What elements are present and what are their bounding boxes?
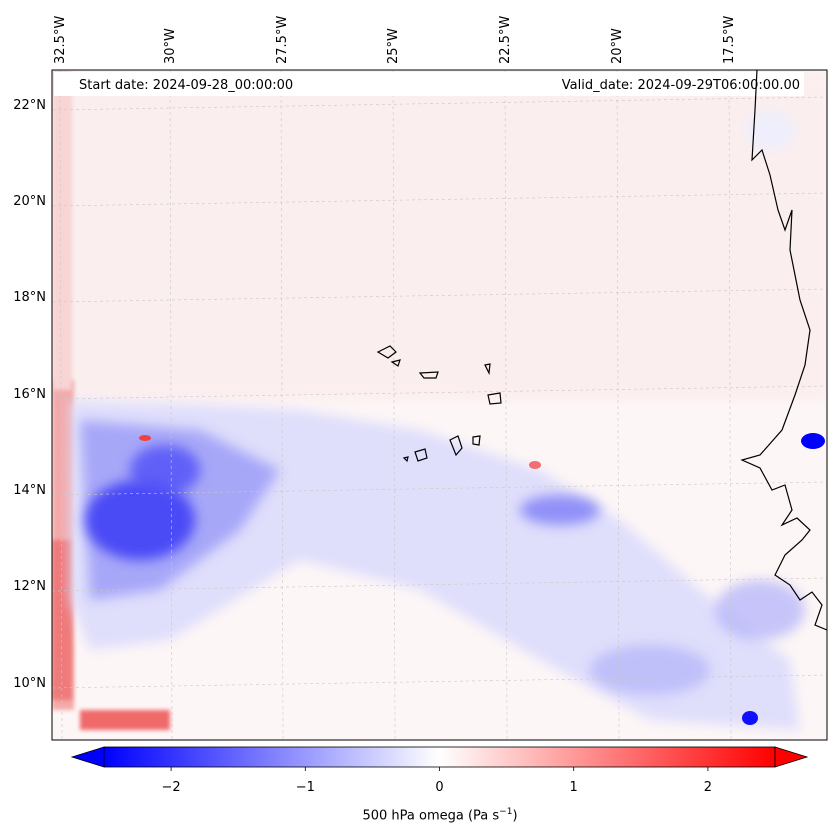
lon-label-32-5w: 32.5°W [53, 15, 68, 64]
gridlines [52, 70, 827, 740]
lat-label-22n: 22°N [13, 98, 46, 113]
colorbar-label-suffix: ) [512, 808, 518, 824]
cape-verde-islands [376, 345, 502, 463]
lon-label-20w: 20°W [610, 28, 625, 64]
colorbar-tick-label: 2 [703, 780, 713, 795]
lat-label-18n: 18°N [13, 290, 46, 305]
colorbar-tick-label: −1 [295, 780, 315, 795]
colorbar-body [103, 746, 776, 768]
colorbar-ticks [170, 767, 709, 771]
header-band [54, 72, 804, 96]
coastline [740, 70, 827, 631]
colorbar-label-exponent: −1 [499, 807, 513, 817]
lat-label-16n: 16°N [13, 387, 46, 402]
colorbar [70, 746, 809, 771]
colorbar-label-prefix: 500 hPa omega (Pa s [362, 808, 500, 824]
start-date-label: Start date: 2024-09-28_00:00:00 [79, 78, 294, 93]
colorbar-label: 500 hPa omega (Pa s−1) [362, 807, 517, 823]
lon-label-17-5w: 17.5°W [722, 15, 737, 64]
omega-field [52, 70, 827, 740]
colorbar-extend-max [774, 746, 809, 768]
colorbar-tick-label: 1 [569, 780, 578, 795]
lon-label-30w: 30°W [163, 28, 178, 64]
lon-label-25w: 25°W [386, 28, 401, 64]
map-frame [51, 69, 828, 741]
lon-label-27-5w: 27.5°W [275, 15, 290, 64]
colorbar-extend-min [70, 746, 105, 768]
lon-label-22-5w: 22.5°W [498, 15, 513, 64]
lat-label-12n: 12°N [13, 579, 46, 594]
colorbar-tick-label: 0 [435, 780, 444, 795]
valid-date-label: Valid_date: 2024-09-29T06:00:00.00 [561, 78, 800, 93]
lat-label-10n: 10°N [13, 676, 46, 691]
lat-label-20n: 20°N [13, 194, 46, 209]
lat-label-14n: 14°N [13, 483, 46, 498]
colorbar-tick-label: −2 [161, 780, 181, 795]
